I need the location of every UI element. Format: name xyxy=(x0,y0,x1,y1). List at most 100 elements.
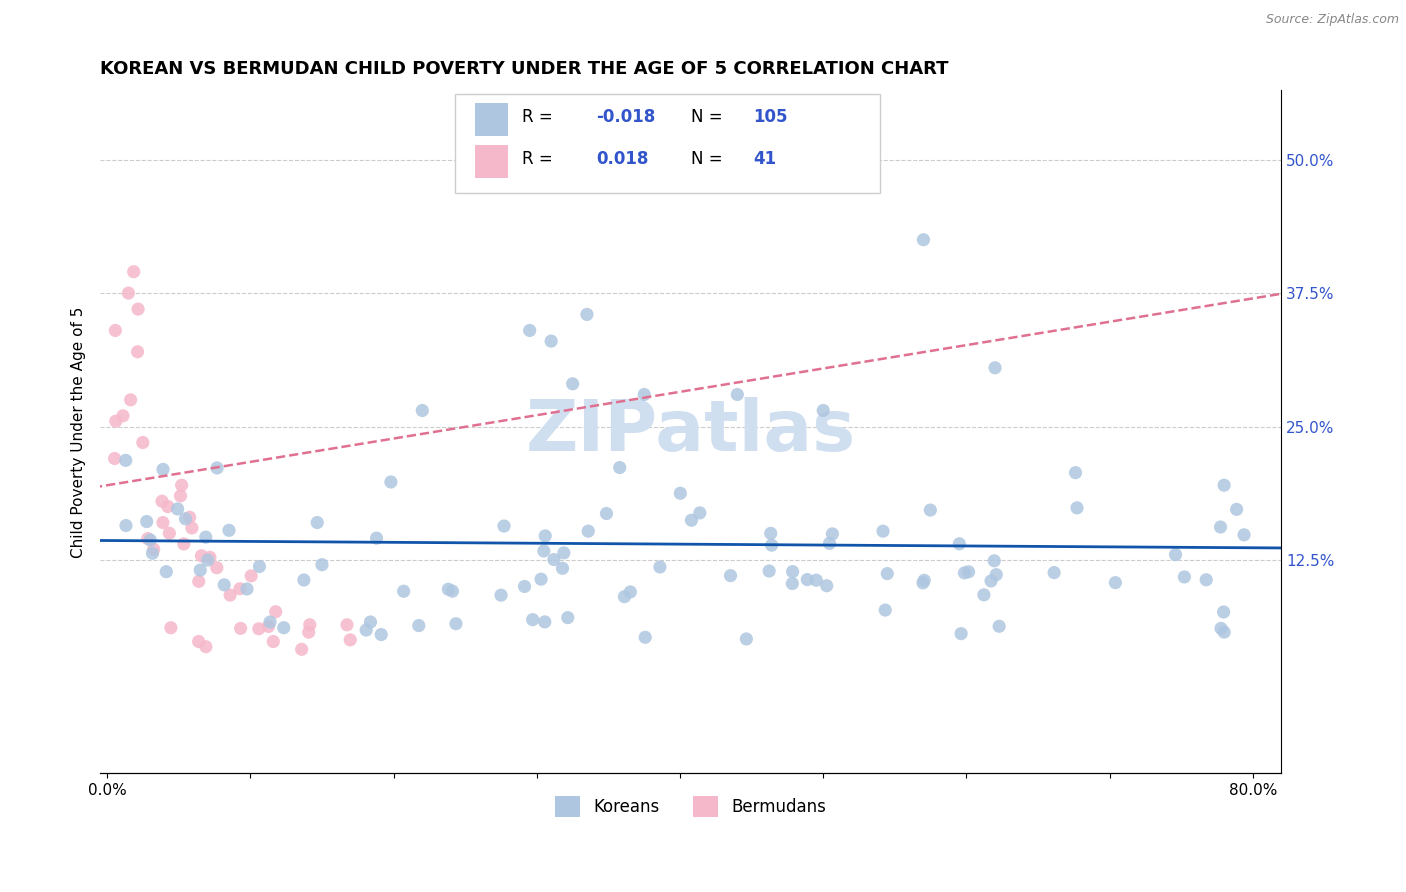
Point xyxy=(1213,625,1236,640)
Point xyxy=(236,582,259,596)
Point xyxy=(950,626,973,640)
Point xyxy=(530,572,553,586)
Y-axis label: Child Poverty Under the Age of 5: Child Poverty Under the Age of 5 xyxy=(72,306,86,558)
Point xyxy=(240,569,263,583)
Text: N =: N = xyxy=(690,108,723,126)
Point xyxy=(218,524,240,538)
Point xyxy=(1209,621,1232,635)
Text: 41: 41 xyxy=(754,151,776,169)
Point xyxy=(292,573,315,587)
Point xyxy=(957,565,980,579)
Point xyxy=(489,588,512,602)
Point xyxy=(179,510,201,524)
Point xyxy=(876,566,898,581)
Point xyxy=(273,621,295,635)
Point xyxy=(948,537,970,551)
Point xyxy=(634,630,657,644)
Point xyxy=(111,409,134,423)
Point xyxy=(441,584,464,599)
Point xyxy=(132,435,155,450)
Point xyxy=(912,574,935,588)
Point xyxy=(188,563,211,577)
Point xyxy=(198,550,221,565)
Text: Source: ZipAtlas.com: Source: ZipAtlas.com xyxy=(1265,13,1399,27)
Point xyxy=(912,233,935,247)
Text: 105: 105 xyxy=(754,108,787,126)
Point xyxy=(533,544,555,558)
Point xyxy=(366,531,388,545)
Point xyxy=(139,533,162,547)
Point xyxy=(782,576,804,591)
Point xyxy=(821,527,844,541)
Point xyxy=(190,549,212,563)
Point xyxy=(1043,566,1066,580)
Point xyxy=(575,308,598,322)
Point xyxy=(613,590,636,604)
Point xyxy=(1104,575,1126,590)
Point xyxy=(782,565,804,579)
Point xyxy=(818,536,841,550)
Point xyxy=(576,524,599,538)
Point xyxy=(875,603,897,617)
Point xyxy=(370,627,392,641)
Point xyxy=(311,558,333,572)
Point xyxy=(392,584,415,599)
Point xyxy=(104,451,127,466)
Text: -0.018: -0.018 xyxy=(596,108,655,126)
Text: ZIPatlas: ZIPatlas xyxy=(526,397,856,467)
Point xyxy=(197,553,219,567)
Point xyxy=(444,616,467,631)
Point xyxy=(187,634,209,648)
Point xyxy=(298,625,321,640)
Legend: Koreans, Bermudans: Koreans, Bermudans xyxy=(548,789,832,823)
Point xyxy=(359,615,381,629)
Point xyxy=(872,524,894,538)
Point xyxy=(1066,500,1088,515)
Text: R =: R = xyxy=(522,151,553,169)
Bar xyxy=(475,145,508,178)
Point xyxy=(166,502,188,516)
Point xyxy=(229,621,252,635)
Point xyxy=(534,529,557,543)
Point xyxy=(561,376,583,391)
Point xyxy=(1233,528,1256,542)
Point xyxy=(553,546,575,560)
Point xyxy=(609,460,631,475)
Point xyxy=(141,546,163,560)
Point xyxy=(689,506,711,520)
Point xyxy=(725,387,748,401)
Point xyxy=(557,610,579,624)
Point xyxy=(720,568,742,582)
Point xyxy=(170,478,193,492)
Point xyxy=(336,617,359,632)
Point xyxy=(354,623,377,637)
Point xyxy=(408,618,430,632)
Point xyxy=(986,567,1008,582)
Point xyxy=(1173,570,1195,584)
Point xyxy=(735,632,758,646)
Point xyxy=(194,530,217,544)
Point xyxy=(411,403,433,417)
Point xyxy=(115,518,138,533)
Point xyxy=(920,503,942,517)
Point xyxy=(135,515,157,529)
Point xyxy=(194,640,217,654)
Point xyxy=(155,565,177,579)
Point xyxy=(533,615,555,629)
Point xyxy=(259,615,281,629)
Point xyxy=(619,585,641,599)
Point xyxy=(758,564,780,578)
Point xyxy=(980,574,1002,588)
Point xyxy=(156,500,179,514)
Point xyxy=(339,632,361,647)
Text: N =: N = xyxy=(690,151,723,169)
Point xyxy=(806,573,828,587)
Point xyxy=(759,526,782,541)
Point xyxy=(953,566,976,580)
Point xyxy=(815,579,838,593)
Point xyxy=(492,519,515,533)
Point xyxy=(142,542,165,557)
Point xyxy=(264,605,287,619)
Point xyxy=(114,453,136,467)
Point xyxy=(1195,573,1218,587)
